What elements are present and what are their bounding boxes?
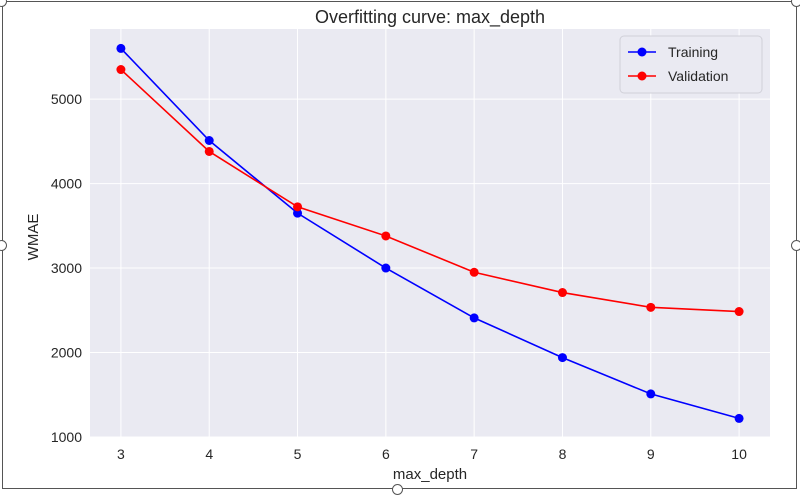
legend: Training Validation <box>619 35 763 94</box>
x-tick-label: 10 <box>731 446 747 462</box>
y-tick-label: 2000 <box>51 345 82 361</box>
data-point <box>557 353 567 363</box>
y-tick-label: 1000 <box>51 429 82 445</box>
series-training <box>116 43 744 423</box>
y-tick-label: 5000 <box>51 91 82 107</box>
resize-handle-left[interactable] <box>0 240 7 251</box>
legend-marker <box>637 47 647 57</box>
data-point <box>116 65 126 75</box>
data-point <box>734 413 744 423</box>
x-tick-label: 8 <box>559 446 567 462</box>
legend-label: Validation <box>668 68 728 84</box>
series-line <box>120 47 740 420</box>
legend-marker <box>637 71 647 81</box>
legend-label: Training <box>668 44 718 60</box>
data-point <box>381 231 391 241</box>
chart-title: Overfitting curve: max_depth <box>315 7 545 28</box>
resize-handle-right[interactable] <box>791 240 800 251</box>
data-point <box>381 263 391 273</box>
data-point <box>469 267 479 277</box>
y-axis-label: WMAE <box>25 214 42 261</box>
data-point <box>293 202 303 212</box>
x-tick-label: 7 <box>470 446 478 462</box>
data-point <box>646 389 656 399</box>
series-validation <box>116 65 744 317</box>
legend-box <box>619 35 763 94</box>
data-point <box>469 313 479 323</box>
plot-area <box>90 29 770 437</box>
x-tick-label: 4 <box>205 446 213 462</box>
data-point <box>116 43 126 53</box>
y-tick-label: 4000 <box>51 176 82 192</box>
data-point <box>204 146 214 156</box>
data-point <box>646 302 656 312</box>
x-tick-label: 9 <box>647 446 655 462</box>
x-tick-label: 6 <box>382 446 390 462</box>
x-axis-label: max_depth <box>393 466 467 483</box>
data-point <box>204 136 214 146</box>
resize-handle-top-right[interactable] <box>791 0 800 7</box>
data-point <box>557 288 567 298</box>
series-line <box>120 68 740 313</box>
data-point <box>734 307 744 317</box>
data-point <box>293 208 303 218</box>
resize-handle-top-left[interactable] <box>0 0 7 7</box>
x-tick-label: 5 <box>294 446 302 462</box>
y-tick-label: 3000 <box>51 260 82 276</box>
x-tick-label: 3 <box>117 446 125 462</box>
